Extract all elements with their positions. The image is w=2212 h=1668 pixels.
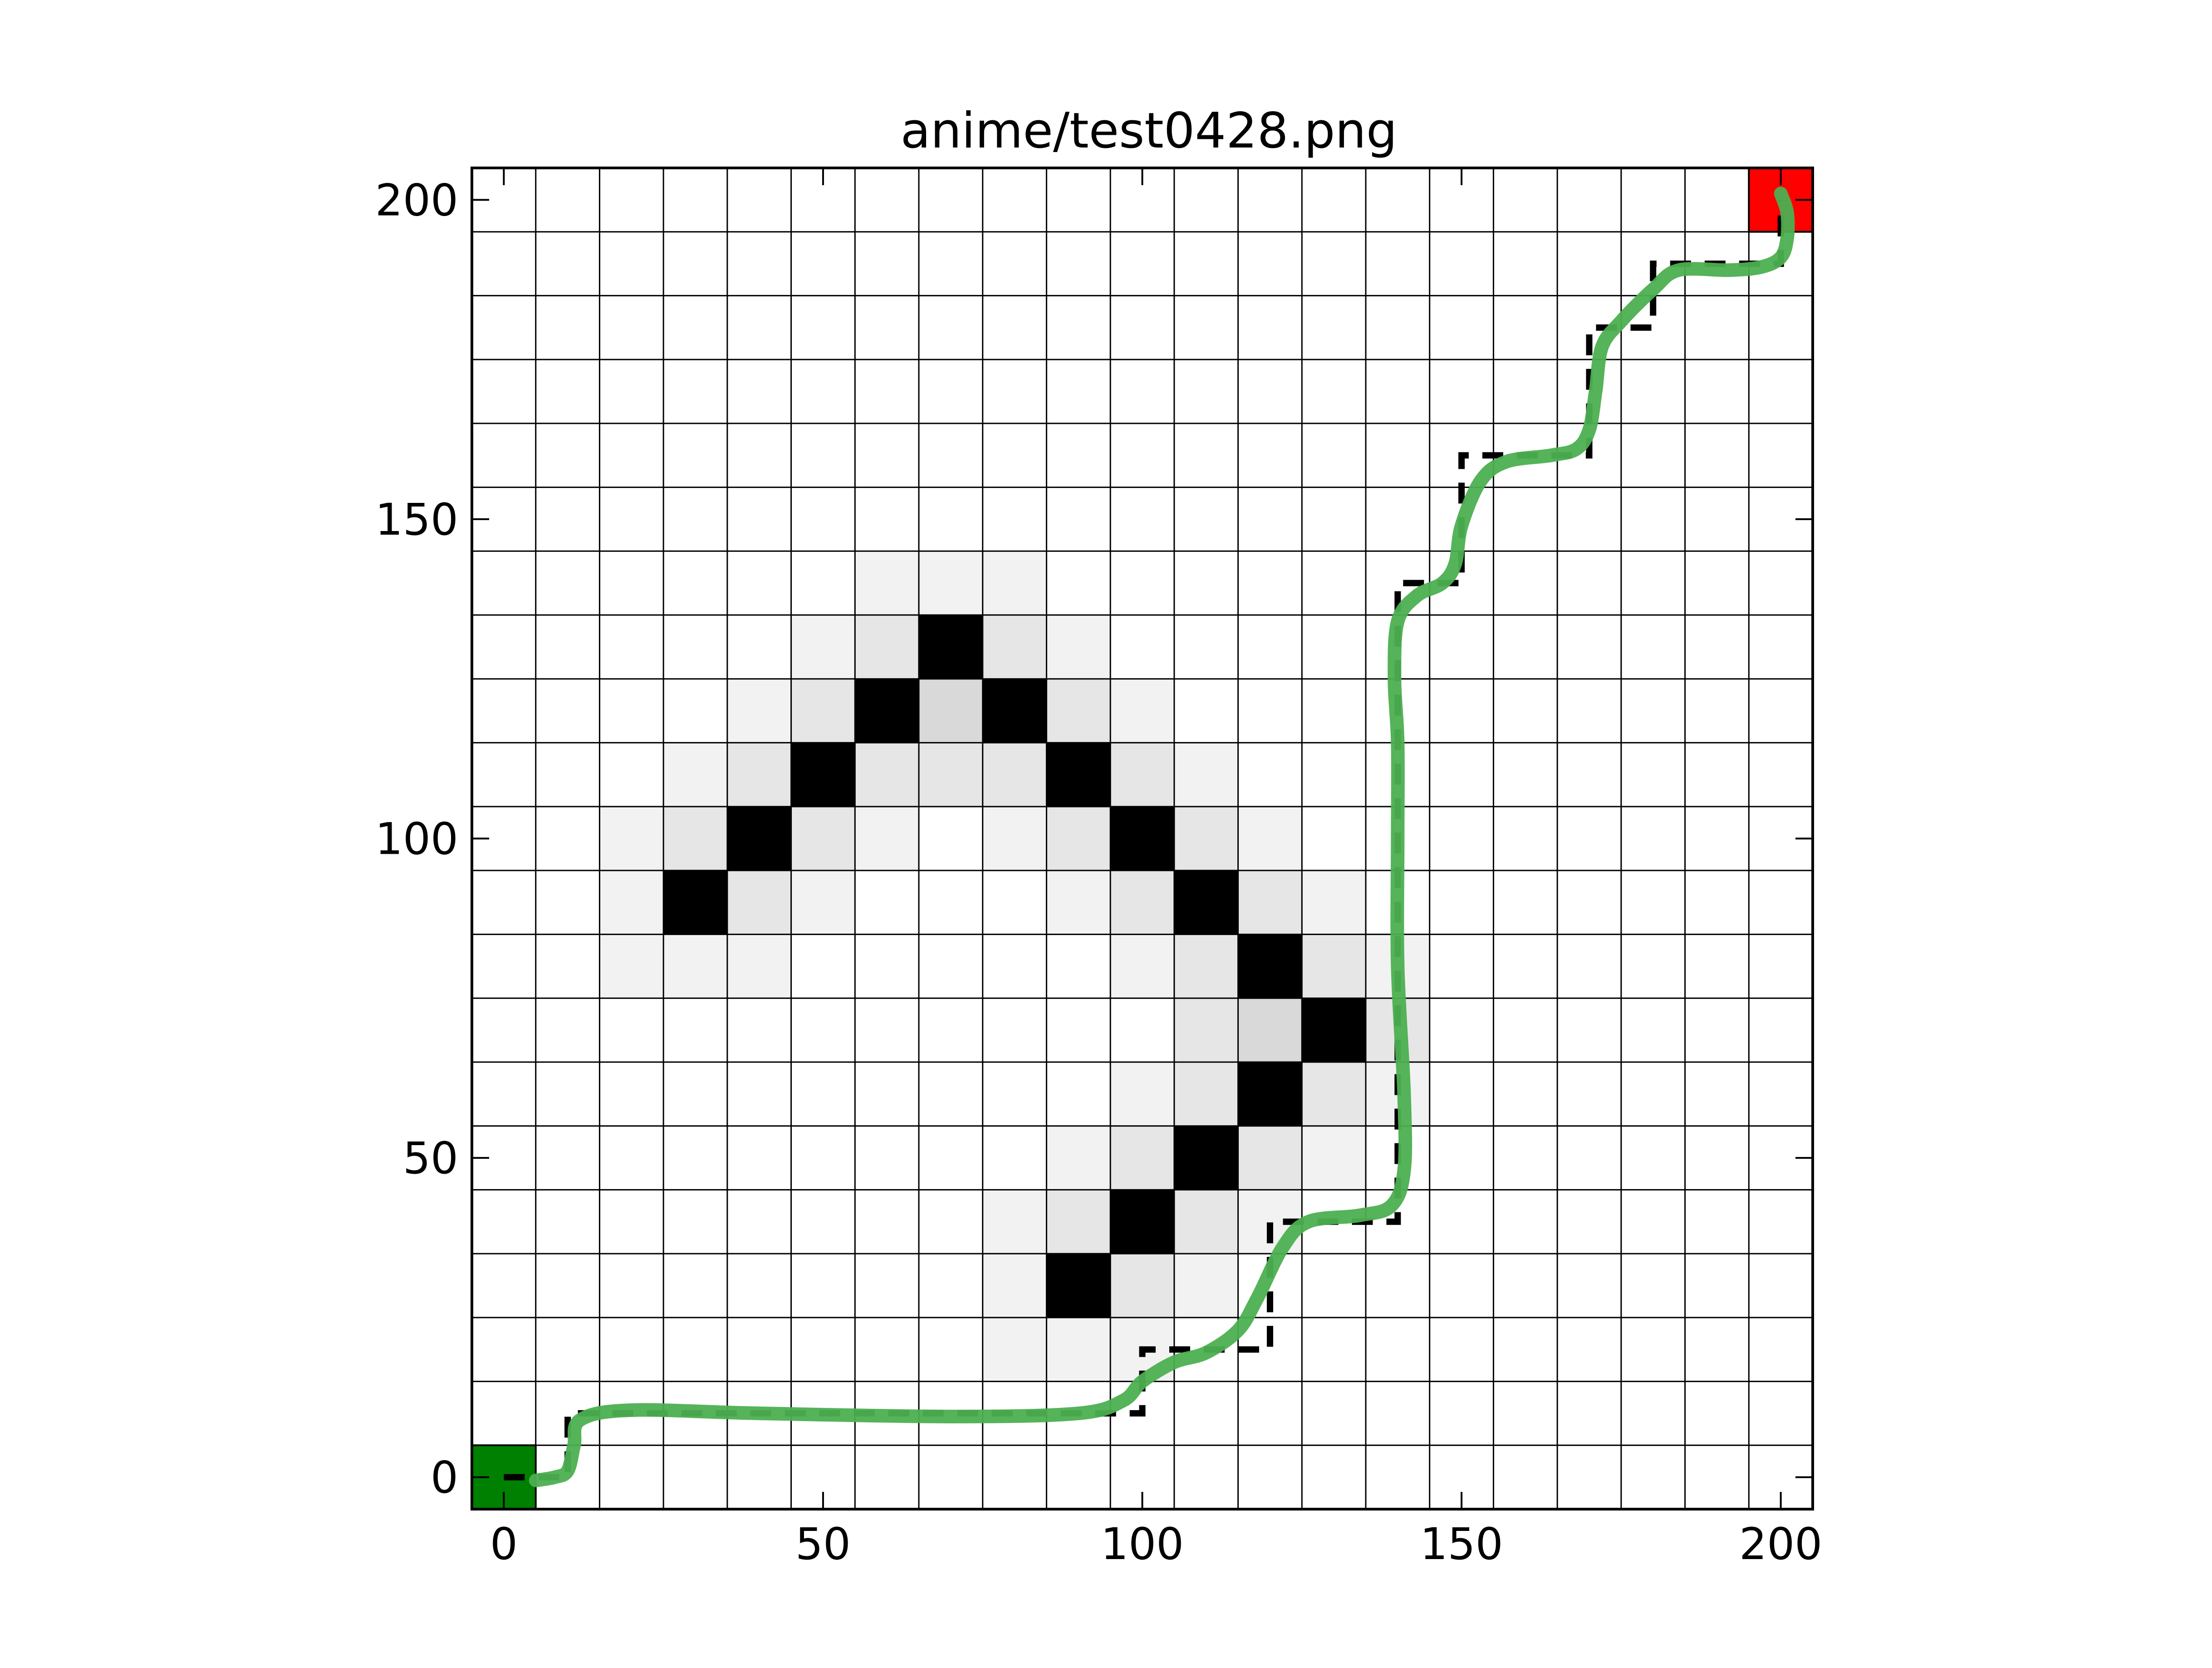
heatmap-cell-74 bbox=[982, 1317, 1047, 1382]
heatmap-cell-63 bbox=[1238, 1126, 1302, 1190]
heatmap-cell-71 bbox=[1046, 1254, 1111, 1318]
heatmap-cell-70 bbox=[982, 1254, 1047, 1318]
heatmap-cell-56 bbox=[1174, 1062, 1238, 1126]
y-tick-label: 150 bbox=[375, 494, 458, 545]
x-tick-label: 150 bbox=[1420, 1519, 1503, 1570]
heatmap-cell-1 bbox=[919, 551, 983, 615]
heatmap-cell-66 bbox=[1046, 1190, 1111, 1254]
heatmap-cell-22 bbox=[1110, 743, 1174, 807]
heatmap-cell-58 bbox=[1302, 1062, 1366, 1126]
chart-title: anime/test0428.png bbox=[901, 103, 1398, 159]
axes: 0 50 100 150 200 0 50 100 150 200 bbox=[375, 167, 1822, 1570]
heatmap-cell-24 bbox=[599, 807, 664, 871]
heatmap-cell-62 bbox=[1174, 1126, 1238, 1190]
heatmap-cell-51 bbox=[1174, 998, 1238, 1062]
heatmap-cell-29 bbox=[982, 807, 1047, 871]
heatmap-cell-27 bbox=[791, 807, 855, 871]
heatmap-cell-9 bbox=[791, 679, 855, 743]
heatmap-cell-52 bbox=[1238, 998, 1302, 1062]
heatmap-cell-15 bbox=[663, 743, 727, 807]
heatmap-cell-34 bbox=[599, 870, 664, 935]
heatmap-cell-43 bbox=[599, 934, 664, 999]
heatmap-cell-61 bbox=[1110, 1126, 1174, 1190]
heatmap-cell-19 bbox=[919, 743, 983, 807]
heatmap-cell-42 bbox=[1302, 870, 1366, 935]
smooth-path-line bbox=[529, 187, 1795, 1487]
heatmap-cell-45 bbox=[727, 934, 791, 999]
heatmap-cell-44 bbox=[663, 934, 727, 999]
heatmap-cell-4 bbox=[855, 615, 919, 679]
x-tick-label: 200 bbox=[1739, 1519, 1822, 1570]
heatmap-cell-47 bbox=[1174, 934, 1238, 999]
heatmap-cell-67 bbox=[1110, 1190, 1174, 1254]
heatmap-cell-23 bbox=[1174, 743, 1238, 807]
heatmap-cell-26 bbox=[727, 807, 791, 871]
heatmap-cell-7 bbox=[1046, 615, 1111, 679]
heatmap-cell-72 bbox=[1110, 1254, 1174, 1318]
x-tick-label: 100 bbox=[1101, 1519, 1184, 1570]
heatmap-cell-49 bbox=[1302, 934, 1366, 999]
y-tick-label: 200 bbox=[375, 175, 458, 226]
heatmap-cell-0 bbox=[855, 551, 919, 615]
heatmap-cell-37 bbox=[791, 870, 855, 935]
heatmap-cell-73 bbox=[1174, 1254, 1238, 1318]
y-tick-label: 0 bbox=[431, 1452, 458, 1503]
heatmap-cell-8 bbox=[727, 679, 791, 743]
heatmap-cell-6 bbox=[982, 615, 1047, 679]
gridlines bbox=[471, 167, 1814, 1510]
heatmap-cell-41 bbox=[1238, 870, 1302, 935]
heatmap-cell-46 bbox=[1110, 934, 1174, 999]
heatmap-cell-13 bbox=[1046, 679, 1111, 743]
paths bbox=[504, 187, 1795, 1487]
heatmap-cell-36 bbox=[727, 870, 791, 935]
heatmap-cell-38 bbox=[1046, 870, 1111, 935]
heatmap-cell-31 bbox=[1110, 807, 1174, 871]
heatmap-cell-2 bbox=[982, 551, 1047, 615]
heatmap-cell-16 bbox=[727, 743, 791, 807]
heatmap-cell-30 bbox=[1046, 807, 1111, 871]
heatmap-cell-57 bbox=[1238, 1062, 1302, 1126]
heatmap-cell-35 bbox=[663, 870, 727, 935]
heatmap-cell-60 bbox=[1046, 1126, 1111, 1190]
heatmap-cell-48 bbox=[1238, 934, 1302, 999]
heatmap-cell-18 bbox=[855, 743, 919, 807]
step-path-line bbox=[504, 200, 1784, 1481]
heatmap-cell-40 bbox=[1174, 870, 1238, 935]
heatmap-cell-53 bbox=[1302, 998, 1366, 1062]
heatmap-cell-28 bbox=[855, 807, 919, 871]
heatmap-cell-20 bbox=[982, 743, 1047, 807]
heatmap-cell-21 bbox=[1046, 743, 1111, 807]
heatmap-cell-55 bbox=[1110, 1062, 1174, 1126]
heatmap-cells bbox=[599, 551, 1430, 1382]
heatmap-cell-5 bbox=[919, 615, 983, 679]
heatmap-cell-14 bbox=[1110, 679, 1174, 743]
heatmap-cell-11 bbox=[919, 679, 983, 743]
y-tick-label: 50 bbox=[403, 1133, 458, 1184]
heatmap-cell-68 bbox=[1174, 1190, 1238, 1254]
heatmap-cell-75 bbox=[1046, 1317, 1111, 1382]
heatmap-cell-3 bbox=[791, 615, 855, 679]
heatmap-cell-39 bbox=[1110, 870, 1174, 935]
heatmap-cell-25 bbox=[663, 807, 727, 871]
heatmap-cell-33 bbox=[1238, 807, 1302, 871]
y-tick-label: 100 bbox=[375, 814, 458, 865]
heatmap-cell-17 bbox=[791, 743, 855, 807]
heatmap-cell-32 bbox=[1174, 807, 1238, 871]
heatmap-cell-64 bbox=[1302, 1126, 1366, 1190]
heatmap-cell-10 bbox=[855, 679, 919, 743]
heatmap-cell-12 bbox=[982, 679, 1047, 743]
x-tick-label: 50 bbox=[795, 1519, 851, 1570]
x-tick-label: 0 bbox=[490, 1519, 518, 1570]
heatmap-cell-65 bbox=[982, 1190, 1047, 1254]
